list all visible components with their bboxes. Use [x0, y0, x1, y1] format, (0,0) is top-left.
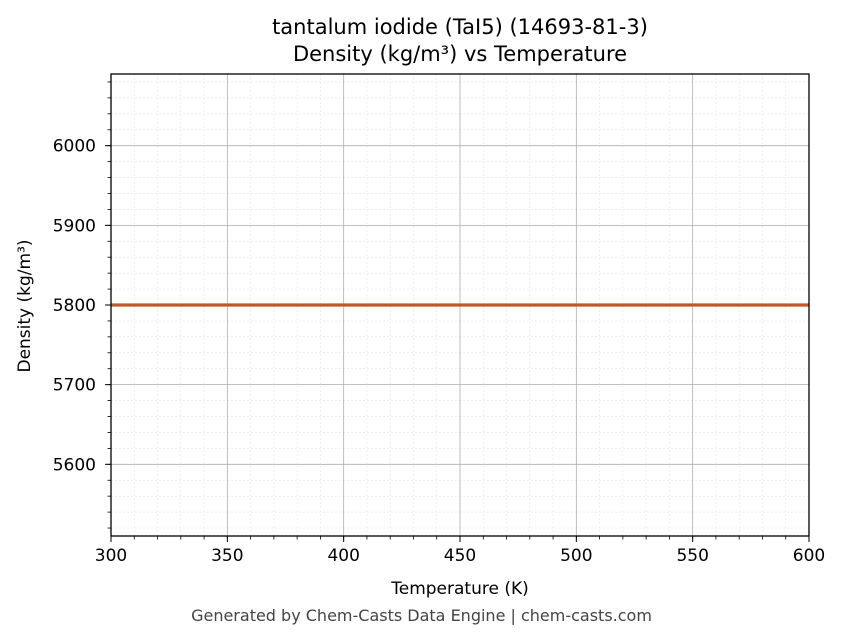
footer-credit: Generated by Chem-Casts Data Engine | ch… [191, 606, 652, 625]
x-tick-label: 300 [95, 546, 127, 566]
x-tick-label: 400 [327, 546, 359, 566]
x-tick-label: 550 [676, 546, 708, 566]
x-tick-label: 350 [211, 546, 243, 566]
y-axis-label: Density (kg/m³) [15, 239, 35, 372]
y-tick-label: 6000 [53, 137, 96, 157]
y-tick-label: 5700 [53, 376, 96, 396]
x-tick-label: 600 [793, 546, 825, 566]
axis-ticks [105, 81, 810, 542]
x-tick-label: 450 [444, 546, 476, 566]
x-tick-labels: 300 350 400 450 500 550 600 [95, 546, 825, 566]
y-tick-labels: 5600 5700 5800 5900 6000 [53, 137, 96, 476]
chart-subtitle: Density (kg/m³) vs Temperature [293, 42, 627, 66]
x-axis-label: Temperature (K) [390, 579, 529, 599]
y-tick-label: 5800 [53, 296, 96, 316]
y-tick-label: 5600 [53, 455, 96, 475]
y-tick-label: 5900 [53, 216, 96, 236]
chart-title: tantalum iodide (TaI5) (14693-81-3) [272, 15, 648, 39]
x-tick-label: 500 [560, 546, 592, 566]
